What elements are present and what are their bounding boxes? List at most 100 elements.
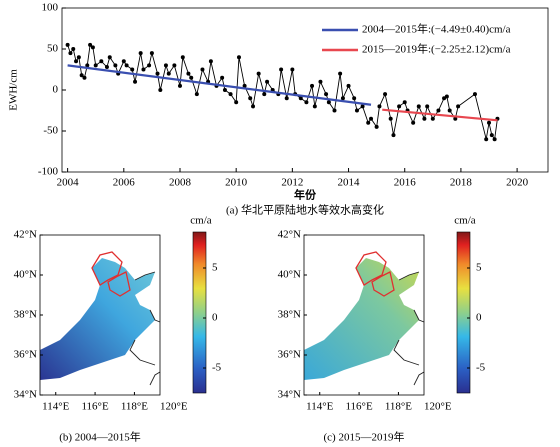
- map-caption: (b) 2004—2015年: [59, 430, 141, 444]
- data-point: [65, 42, 70, 47]
- x-axis-label: 年份: [294, 188, 317, 202]
- lat-tick-label: 40°N: [14, 269, 37, 281]
- lat-tick-label: 36°N: [14, 349, 37, 361]
- data-point: [74, 59, 79, 64]
- x-tick-label: 2014: [338, 177, 361, 189]
- data-point: [194, 92, 199, 97]
- colorbar: [456, 231, 471, 394]
- data-point: [425, 104, 430, 109]
- lon-tick-label: 114°E: [306, 401, 333, 413]
- data-point: [208, 59, 213, 64]
- series-line: [67, 44, 498, 141]
- caption: (a) 华北平原陆地水等效水高变化: [226, 203, 384, 217]
- colorbar-tick-label: 5: [212, 262, 218, 274]
- data-point: [79, 73, 84, 78]
- y-tick-label: 0: [53, 84, 59, 96]
- legend-label: 2004—2015年:(−4.49±0.40)cm/a: [362, 22, 511, 36]
- data-point: [85, 63, 90, 68]
- data-point: [76, 55, 81, 60]
- data-point: [444, 94, 449, 99]
- data-point: [88, 42, 93, 47]
- data-point: [310, 83, 315, 88]
- data-point: [354, 108, 359, 113]
- legend-label: 2015—2019年:(−2.25±2.12)cm/a: [362, 42, 511, 56]
- lon-tick-label: 120°E: [424, 401, 452, 413]
- data-point: [265, 79, 270, 84]
- data-point: [104, 65, 109, 70]
- data-point: [366, 120, 371, 125]
- data-point: [234, 100, 239, 105]
- data-point: [166, 71, 171, 76]
- colorbar-label: cm/a: [190, 215, 211, 227]
- data-point: [107, 55, 112, 60]
- data-point: [324, 92, 329, 97]
- data-point: [124, 63, 129, 68]
- data-point: [472, 92, 477, 97]
- lat-tick-label: 34°N: [278, 389, 301, 401]
- data-point: [149, 51, 154, 56]
- x-tick-label: 2016: [394, 177, 417, 189]
- x-tick-label: 2006: [113, 177, 136, 189]
- data-point: [71, 47, 76, 51]
- data-point: [99, 59, 104, 64]
- data-point: [147, 63, 152, 68]
- data-point: [138, 51, 143, 56]
- data-point: [318, 79, 323, 84]
- data-point: [158, 88, 163, 92]
- data-point: [456, 104, 461, 109]
- lat-tick-label: 38°N: [14, 309, 37, 321]
- x-tick-label: 2018: [450, 177, 473, 189]
- lon-tick-label: 118°E: [121, 401, 148, 413]
- lon-tick-label: 116°E: [345, 401, 372, 413]
- data-point: [489, 133, 494, 138]
- data-point: [298, 96, 303, 101]
- data-point: [186, 71, 191, 76]
- series-line: [382, 108, 498, 122]
- data-point: [262, 92, 267, 97]
- data-point: [430, 116, 435, 121]
- data-point: [141, 67, 146, 72]
- map-c: [303, 234, 425, 396]
- lat-tick-label: 38°N: [278, 309, 301, 321]
- data-point: [340, 96, 345, 101]
- data-point: [487, 120, 492, 125]
- colorbar-tick-label: 5: [476, 262, 482, 274]
- data-point: [68, 51, 73, 56]
- data-point: [228, 92, 233, 97]
- lat-tick-label: 40°N: [278, 269, 301, 281]
- data-point: [113, 63, 118, 68]
- data-point: [369, 116, 374, 121]
- lon-tick-label: 118°E: [385, 401, 412, 413]
- data-point: [133, 79, 138, 84]
- data-point: [200, 67, 205, 72]
- data-point: [236, 55, 241, 60]
- data-point: [492, 137, 497, 142]
- x-tick-label: 2012: [281, 177, 303, 189]
- data-point: [360, 104, 365, 109]
- data-point: [391, 133, 396, 138]
- data-point: [388, 116, 393, 121]
- data-point: [304, 100, 309, 105]
- data-point: [352, 96, 357, 101]
- data-point: [242, 83, 247, 88]
- lat-tick-label: 42°N: [278, 229, 301, 241]
- data-point: [290, 67, 295, 72]
- data-point: [155, 71, 160, 76]
- y-tick-label: 50: [47, 43, 59, 55]
- data-point: [377, 104, 382, 109]
- map-caption: (c) 2015—2019年: [324, 430, 405, 444]
- lon-tick-label: 114°E: [42, 401, 69, 413]
- data-point: [484, 137, 489, 142]
- data-point: [374, 124, 379, 129]
- lat-tick-label: 42°N: [14, 229, 37, 241]
- series-line: [67, 64, 372, 106]
- data-point: [338, 71, 343, 76]
- data-point: [436, 108, 441, 113]
- data-point: [312, 104, 317, 109]
- data-point: [121, 59, 126, 64]
- colorbar-tick-label: -5: [476, 362, 486, 374]
- data-point: [346, 83, 351, 88]
- data-point: [284, 96, 289, 101]
- data-point: [416, 104, 421, 109]
